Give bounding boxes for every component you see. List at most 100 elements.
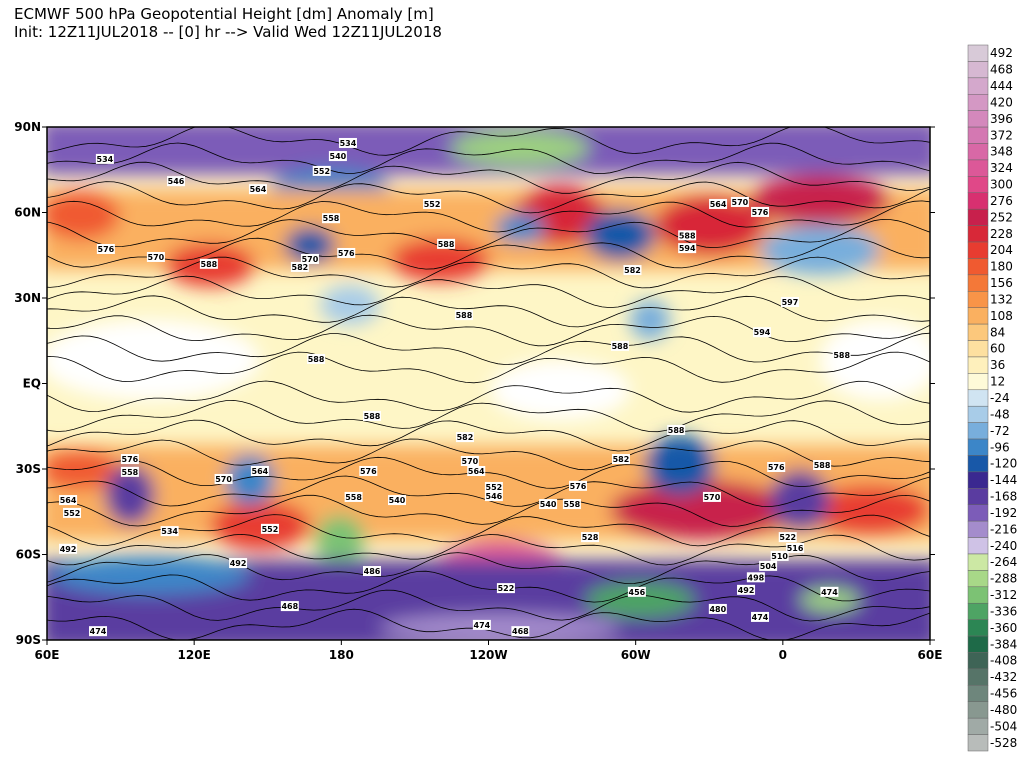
colorbar-swatch [967, 553, 989, 571]
colorbar-swatch [967, 537, 989, 555]
label-box [59, 543, 78, 554]
label-box [460, 456, 479, 467]
contour-label: 588 [813, 460, 832, 471]
colorbar-swatch [967, 717, 989, 735]
colorbar-label: -408 [990, 654, 1017, 668]
colorbar-swatch [967, 323, 989, 341]
colorbar-label: 300 [990, 178, 1013, 192]
label-box [751, 206, 770, 217]
label-box [778, 532, 797, 543]
contour-label-text: 456 [629, 588, 646, 597]
colorbar-label: -336 [990, 604, 1017, 618]
colorbar-swatch [967, 685, 989, 702]
colorbar-label: -96 [990, 440, 1010, 454]
colorbar: 492 468 444 420 396 372 348 324 300 276 252 228 204 1… [967, 44, 1017, 752]
contour-label: 546 [484, 491, 503, 502]
contour-label: 564 [709, 198, 728, 209]
colorbar-label: -384 [990, 637, 1017, 651]
label-box [95, 153, 114, 164]
label-box [623, 265, 642, 276]
contour-label: 492 [59, 543, 78, 554]
colorbar-swatch [967, 143, 989, 161]
label-box [338, 137, 357, 148]
contour-label: 486 [362, 566, 381, 577]
contour-label: 528 [581, 532, 600, 543]
subtitle: Init: 12Z11JUL2018 -- [0] hr --> Valid W… [14, 23, 442, 41]
colorbar-label: -24 [990, 391, 1010, 405]
label-box [300, 253, 319, 264]
contour [47, 127, 930, 156]
contour-label-text: 558 [122, 468, 139, 477]
contour [47, 589, 930, 622]
label-box [89, 626, 108, 637]
label-box [328, 151, 347, 162]
colorbar-label: 372 [990, 128, 1013, 142]
colorbar-label: 156 [990, 276, 1013, 290]
colorbar-swatch [967, 159, 989, 177]
contour-label: 576 [359, 465, 378, 476]
label-box [199, 258, 218, 269]
contour-label: 570 [146, 251, 165, 262]
colorbar-swatch [967, 110, 989, 128]
colorbar-label: -312 [990, 588, 1017, 602]
contour [47, 332, 930, 366]
colorbar-label: 420 [990, 95, 1013, 109]
colorbar-label: 204 [990, 243, 1013, 257]
y-tick-label: 60S [16, 548, 41, 562]
colorbar-label: 228 [990, 227, 1013, 241]
contour-label: 498 [746, 572, 765, 583]
contour-label-text: 540 [389, 496, 406, 505]
label-box [359, 465, 378, 476]
contour-label-text: 582 [292, 263, 309, 272]
colorbar-swatch [967, 225, 989, 243]
label-box [472, 619, 491, 630]
contour-label: 468 [511, 626, 530, 637]
contour-label-text: 588 [438, 240, 455, 249]
contour [47, 314, 930, 347]
contour-label-text: 564 [468, 467, 485, 476]
contour-label: 576 [767, 462, 786, 473]
contour-label: 522 [778, 532, 797, 543]
label-box [832, 350, 851, 360]
contour-label: 510 [770, 550, 789, 561]
colorbar-label: 444 [990, 79, 1013, 93]
contour-label-text: 468 [281, 602, 298, 611]
contour-label: 588 [678, 230, 697, 241]
label-box [344, 491, 363, 502]
contour-lines [47, 127, 930, 640]
label-box [146, 251, 165, 262]
colorbar-label: 180 [990, 260, 1013, 274]
contour [47, 256, 930, 289]
contour-label: 564 [248, 184, 267, 195]
contour [47, 533, 930, 566]
colorbar-label: -192 [990, 506, 1017, 520]
contour-label-text: 498 [748, 573, 765, 582]
colorbar-swatch [967, 192, 989, 210]
colorbar-label: -528 [990, 736, 1017, 750]
label-box [484, 481, 503, 492]
colorbar-swatch [967, 619, 989, 637]
contour-label-text: 576 [768, 463, 785, 472]
colorbar-swatch [967, 94, 989, 111]
contour-label: 582 [611, 454, 630, 465]
contour-label-text: 522 [498, 584, 515, 593]
contour [47, 218, 930, 252]
contour-label-text: 552 [64, 509, 81, 518]
label-box [627, 586, 646, 597]
colorbar-swatch [967, 389, 989, 407]
contour-label: 552 [312, 165, 331, 176]
label-box [290, 261, 309, 272]
contour-label: 522 [496, 583, 515, 594]
contour [47, 456, 930, 489]
contour-label-text: 594 [754, 328, 771, 337]
colorbar-label: 60 [990, 342, 1005, 356]
label-box [454, 310, 473, 321]
contour-label: 570 [214, 473, 233, 484]
colorbar-label: 468 [990, 63, 1013, 77]
x-tick-label: 60E [918, 648, 943, 662]
contour-label: 582 [290, 261, 309, 272]
contour-label-text: 588 [679, 231, 696, 240]
contour-label: 570 [300, 253, 319, 264]
colorbar-label: 276 [990, 194, 1013, 208]
